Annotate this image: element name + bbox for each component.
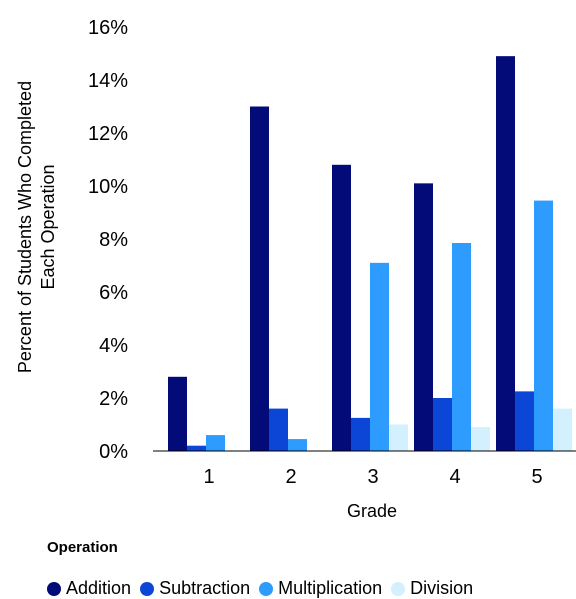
bar-addition-grade-3: [332, 164, 351, 452]
y-tick-label: 16%: [88, 17, 128, 39]
x-tick-label: 2: [285, 466, 296, 488]
bar-division-grade-5: [553, 408, 572, 451]
bar-addition-grade-5: [496, 56, 515, 452]
legend-item-multiplication: Multiplication: [259, 578, 382, 599]
y-tick-label: 12%: [88, 123, 128, 145]
legend-label: Addition: [66, 578, 132, 598]
bar-subtraction-grade-1: [187, 445, 206, 451]
legend-swatch-icon: [259, 581, 274, 596]
legend-label: Subtraction: [159, 578, 251, 598]
bar-multiplication-grade-2: [288, 439, 307, 451]
legend-title: Operation: [47, 539, 118, 556]
y-tick-label: 0%: [99, 441, 128, 463]
bar-subtraction-grade-2: [269, 408, 288, 451]
legend-item-division: Division: [391, 578, 473, 599]
x-tick-label: 1: [203, 466, 214, 488]
bar-subtraction-grade-4: [433, 398, 452, 451]
legend-label: Multiplication: [278, 578, 383, 598]
chart: Percent of Students Who Completed Each O…: [15, 17, 576, 521]
bar-multiplication-grade-4: [452, 242, 471, 451]
y-axis-title-line-2: Each Operation: [38, 164, 58, 289]
y-tick-label: 2%: [99, 388, 128, 410]
x-tick-label: 3: [367, 466, 378, 488]
legend: Addition Subtraction Multiplication Divisio…: [47, 578, 482, 599]
y-axis-title: Percent of Students Who Completed Each O…: [15, 81, 58, 373]
y-axis-title-line-1: Percent of Students Who Completed: [15, 81, 35, 373]
y-tick-label: 6%: [99, 282, 128, 304]
y-tick-label: 10%: [88, 176, 128, 198]
bar-subtraction-grade-3: [351, 417, 370, 451]
legend-swatch-icon: [47, 581, 61, 596]
bar-addition-grade-2: [250, 106, 269, 451]
x-tick-label: 4: [449, 466, 460, 488]
y-axis-ticks: 0% 2% 4% 6% 8% 10% 12% 14% 16%: [88, 17, 128, 463]
legend-label: Division: [410, 578, 474, 598]
x-axis-title: Grade: [347, 501, 397, 521]
bar-subtraction-grade-5: [515, 391, 534, 451]
y-tick-label: 8%: [99, 229, 128, 251]
bar-division-grade-3: [389, 424, 408, 451]
bar-multiplication-grade-3: [370, 262, 389, 451]
y-tick-label: 4%: [99, 335, 128, 357]
legend-swatch-icon: [391, 581, 406, 596]
bars: [168, 56, 572, 452]
bar-addition-grade-1: [168, 376, 187, 451]
legend-item-addition: Addition: [47, 578, 131, 599]
legend-item-subtraction: Subtraction: [140, 578, 250, 599]
bar-division-grade-4: [471, 427, 490, 451]
y-tick-label: 14%: [88, 70, 128, 92]
x-tick-label: 5: [531, 466, 542, 488]
bar-multiplication-grade-1: [206, 435, 225, 451]
bar-addition-grade-4: [414, 183, 433, 451]
x-axis-ticks: 1 2 3 4 5: [203, 466, 542, 488]
bar-multiplication-grade-5: [534, 200, 553, 451]
legend-swatch-icon: [140, 581, 155, 596]
